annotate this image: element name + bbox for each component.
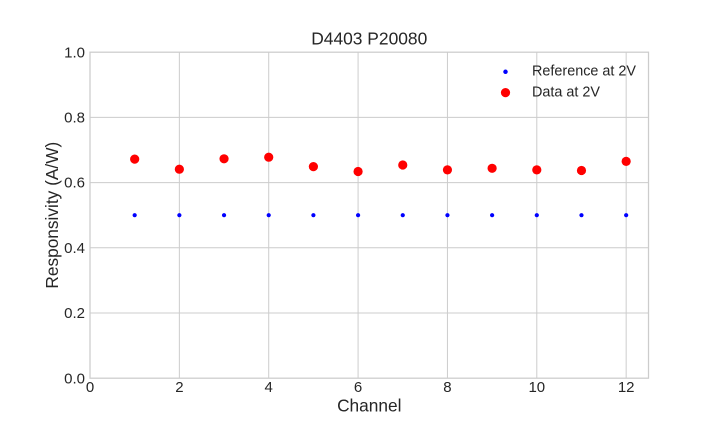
- svg-text:0.2: 0.2: [64, 305, 85, 322]
- svg-text:0.6: 0.6: [64, 175, 85, 192]
- svg-text:0.8: 0.8: [64, 110, 85, 127]
- svg-text:6: 6: [354, 379, 362, 396]
- svg-text:Reference at 2V: Reference at 2V: [532, 64, 636, 80]
- svg-text:D4403 P20080: D4403 P20080: [311, 29, 427, 49]
- svg-text:10: 10: [528, 379, 545, 396]
- svg-text:4: 4: [265, 379, 273, 396]
- svg-text:0: 0: [86, 379, 94, 396]
- svg-text:8: 8: [443, 379, 451, 396]
- svg-text:Data at 2V: Data at 2V: [532, 84, 600, 100]
- svg-text:Channel: Channel: [337, 395, 401, 415]
- svg-text:0.0: 0.0: [64, 370, 85, 387]
- svg-text:0.4: 0.4: [64, 240, 85, 257]
- svg-text:12: 12: [618, 379, 635, 396]
- svg-text:Responsivity (A/W): Responsivity (A/W): [42, 142, 62, 289]
- svg-text:2: 2: [175, 379, 183, 396]
- svg-text:1.0: 1.0: [64, 44, 85, 61]
